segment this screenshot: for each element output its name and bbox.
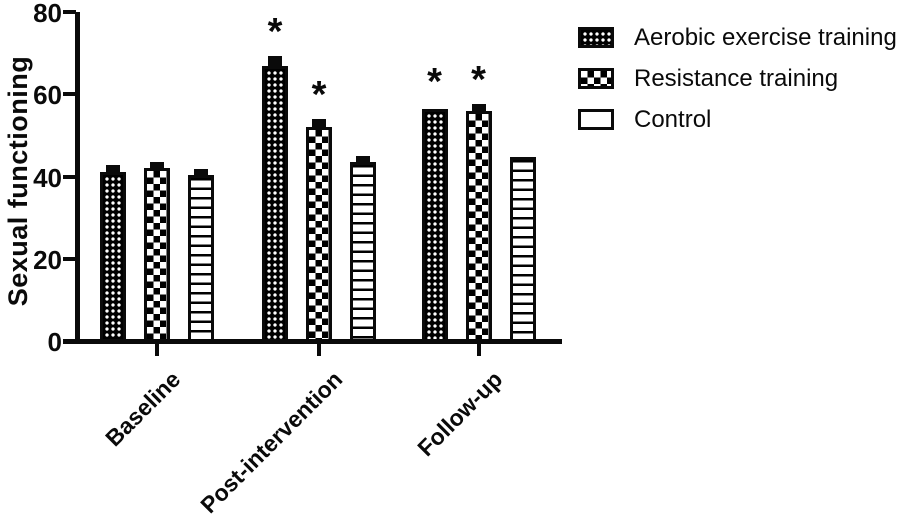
significance-asterisk-aerobic-exercise-training-follow-up: * xyxy=(427,60,442,103)
bar-control-post-intervention xyxy=(350,162,376,342)
significance-asterisk-aerobic-exercise-training-post-intervention: * xyxy=(267,11,283,54)
bar-control-follow-up xyxy=(509,156,536,342)
error-bar-aerobic-exercise-training-post-intervention xyxy=(268,56,282,69)
y-tick-label-40: 40 xyxy=(33,162,62,193)
bar-aerobic-exercise-training-post-intervention xyxy=(262,65,288,342)
y-tick-mark-40 xyxy=(63,174,76,179)
y-tick-label-80: 80 xyxy=(33,0,62,29)
bar-resistance-training-baseline xyxy=(143,168,170,342)
legend-label-control: Control xyxy=(634,106,712,133)
bar-resistance-training-follow-up xyxy=(465,110,492,342)
legend-label-resistance-training: Resistance training xyxy=(634,65,839,92)
significance-asterisk-resistance-training-post-intervention: * xyxy=(311,73,327,116)
legend-label-aerobic-exercise-training: Aerobic exercise training xyxy=(634,24,897,51)
error-bar-control-baseline xyxy=(193,169,208,179)
error-bar-resistance-training-follow-up xyxy=(471,104,486,114)
bar-control-baseline xyxy=(187,175,214,342)
error-bar-control-post-intervention xyxy=(356,155,370,166)
error-bar-aerobic-exercise-training-baseline xyxy=(105,165,120,176)
x-tick-label-baseline: Baseline xyxy=(99,366,185,452)
x-tick-label-post-intervention: Post-intervention xyxy=(195,366,348,519)
y-tick-label-20: 20 xyxy=(33,244,62,275)
y-axis-line xyxy=(75,12,80,344)
y-tick-label-0: 0 xyxy=(47,327,62,357)
x-tick-label-follow-up: Follow-up xyxy=(411,366,507,462)
significance-asterisk-resistance-training-follow-up: * xyxy=(471,59,486,102)
x-tick-mark-follow-up xyxy=(476,344,481,356)
error-bar-resistance-training-post-intervention xyxy=(312,118,326,131)
legend-swatch-control-icon xyxy=(578,109,614,130)
bar-aerobic-exercise-training-follow-up xyxy=(421,108,448,342)
bar-resistance-training-post-intervention xyxy=(306,127,332,342)
y-tick-mark-0 xyxy=(63,339,76,343)
y-tick-mark-20 xyxy=(63,256,76,261)
y-tick-mark-80 xyxy=(63,10,76,15)
y-tick-label-60: 60 xyxy=(33,80,62,111)
x-tick-mark-post-intervention xyxy=(317,344,321,356)
y-tick-mark-60 xyxy=(63,92,76,97)
x-tick-mark-baseline xyxy=(154,344,159,356)
legend-swatch-aerobic-exercise-training-icon xyxy=(578,27,614,48)
legend-swatch-resistance-training-icon xyxy=(578,68,614,89)
bar-aerobic-exercise-training-baseline xyxy=(99,172,126,342)
error-bar-resistance-training-baseline xyxy=(149,161,164,172)
